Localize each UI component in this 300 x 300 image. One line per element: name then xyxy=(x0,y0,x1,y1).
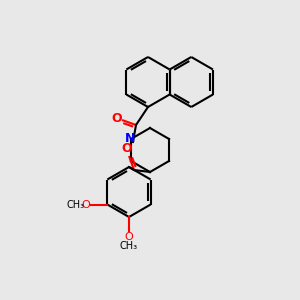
Text: O: O xyxy=(112,112,122,125)
Text: CH₃: CH₃ xyxy=(66,200,84,209)
Text: O: O xyxy=(122,142,132,155)
Text: O: O xyxy=(124,232,134,242)
Text: O: O xyxy=(81,200,90,209)
Text: N: N xyxy=(125,131,135,145)
Text: CH₃: CH₃ xyxy=(120,241,138,251)
